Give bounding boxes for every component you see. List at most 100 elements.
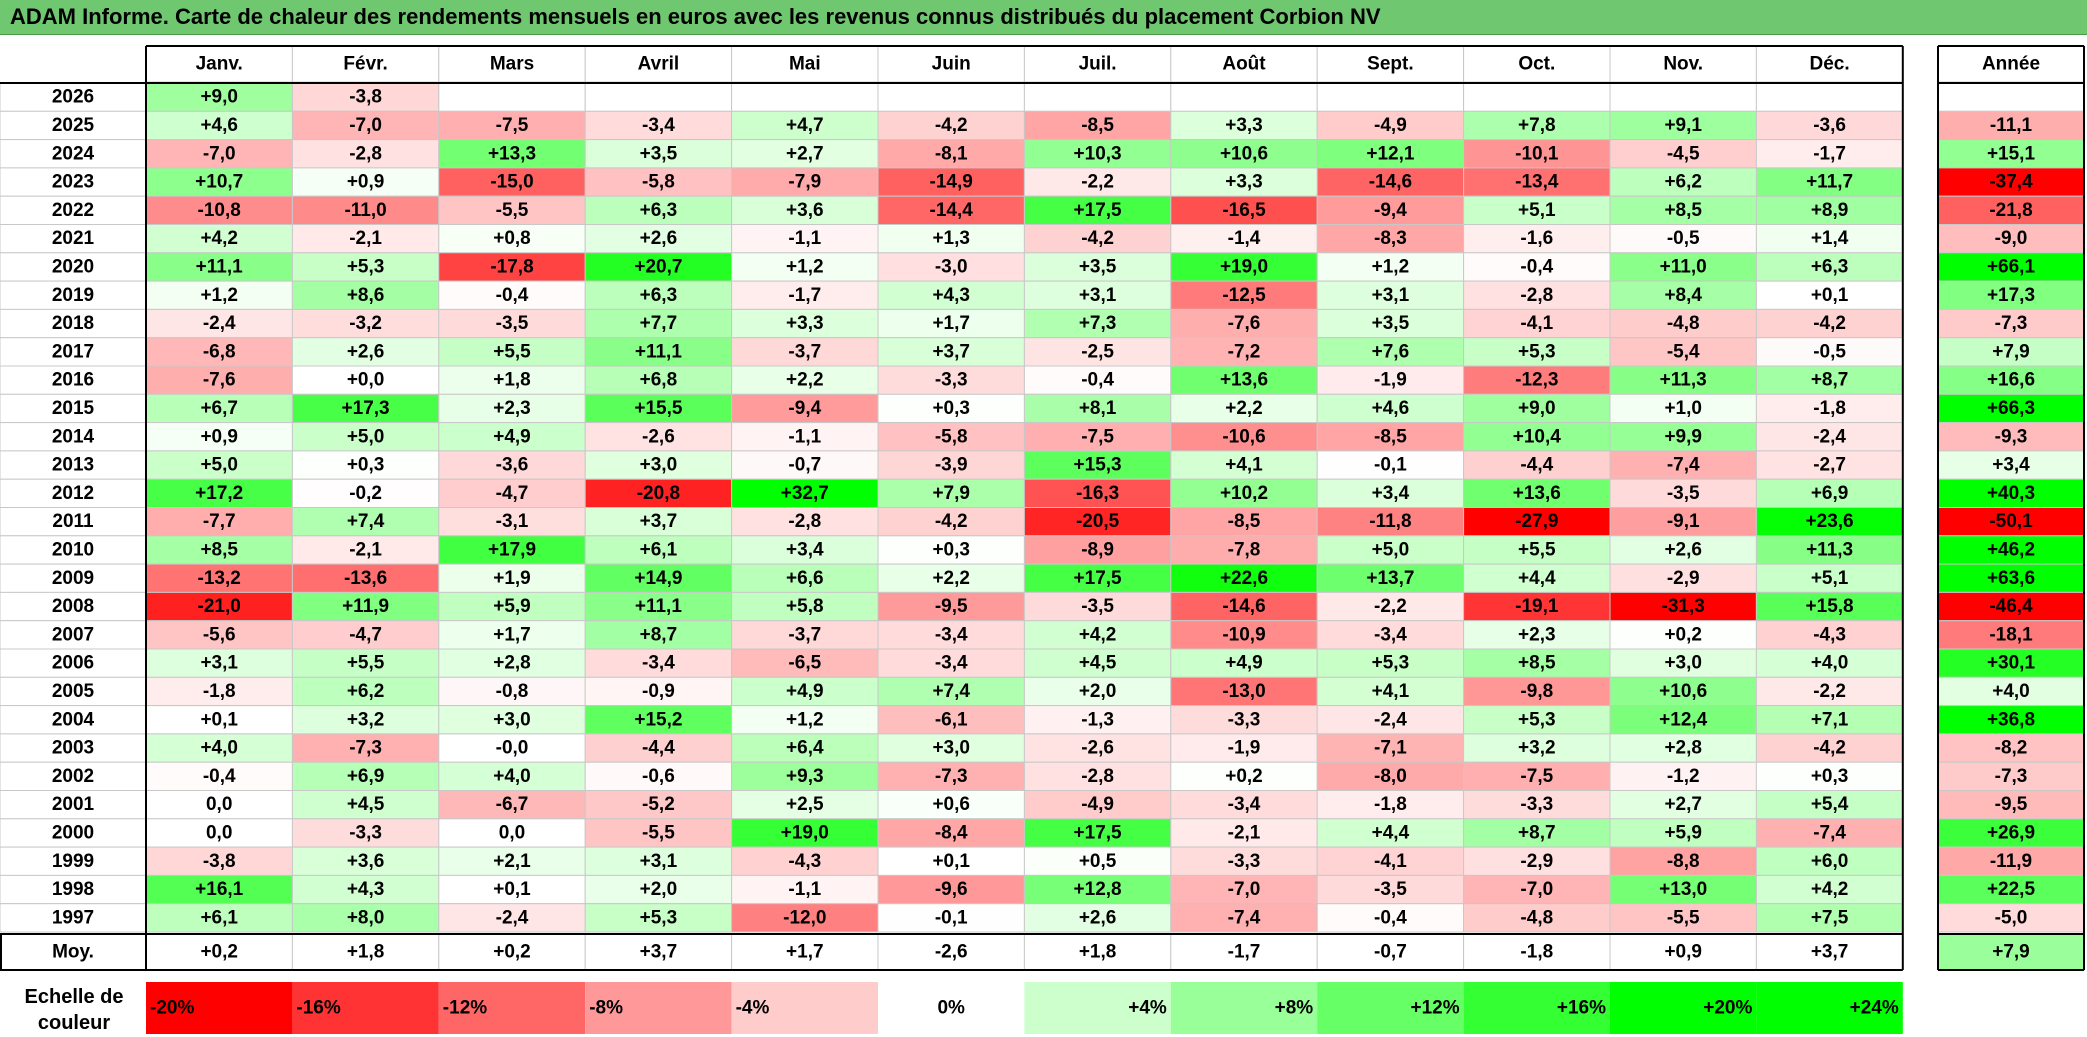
heatmap-cell: [1316, 422, 1465, 452]
heatmap-cell-value: -20,5: [1076, 511, 1120, 532]
heatmap-cell: [1609, 393, 1757, 424]
row-year-label: 2020: [52, 256, 94, 277]
heatmap-cell-value: -3,4: [935, 653, 968, 674]
heatmap-cell-value: -13,4: [1515, 172, 1559, 193]
heatmap-cell-value: +17,5: [1074, 822, 1123, 843]
heatmap-cell-value: -11,8: [1369, 511, 1411, 532]
heatmap-cell-value: +3,6: [347, 851, 385, 872]
annual-cell-value: +7,9: [1992, 341, 2030, 362]
heatmap-cell-value: -7,5: [1520, 766, 1553, 787]
heatmap-cell: [145, 478, 293, 509]
color-scale-swatch: [731, 982, 878, 1034]
heatmap-cell: [1609, 903, 1757, 933]
heatmap-cell-value: +3,5: [640, 143, 678, 164]
heatmap-cell: [731, 450, 879, 480]
heatmap-cell: [291, 648, 440, 678]
heatmap-cell-value: +8,7: [1811, 370, 1849, 391]
heatmap-cell-value: +0,3: [932, 398, 970, 419]
heatmap-cell-value: -0,7: [788, 455, 821, 476]
heatmap-cell-value: -1,8: [203, 681, 236, 702]
heatmap-cell-value: +11,1: [196, 256, 243, 277]
average-cell: [877, 933, 1025, 971]
heatmap-cell: [438, 733, 586, 763]
heatmap-cell: [584, 733, 733, 763]
annual-cell-value: +16,6: [1987, 370, 2035, 391]
color-scale-swatch: [1756, 982, 1903, 1034]
annual-cell: [1937, 733, 2085, 763]
annual-cell-value: -18,1: [1989, 624, 2033, 645]
heatmap-cell: [731, 167, 879, 197]
heatmap-cell-value: +9,0: [200, 87, 238, 108]
heatmap-cell-value: -2,8: [788, 511, 821, 532]
heatmap-cell-value: +0,9: [347, 172, 385, 193]
average-label: Moy.: [52, 942, 94, 963]
heatmap-cell-value: -3,3: [349, 822, 382, 843]
heatmap-cell-value: +0,6: [932, 794, 970, 815]
annual-cell: [1937, 450, 2085, 480]
heatmap-cell: [584, 82, 733, 112]
heatmap-cell: [291, 110, 440, 141]
heatmap-cell-value: +7,3: [1079, 313, 1117, 334]
heatmap-cell-value: +12,1: [1366, 143, 1415, 164]
annual-cell-value: +46,2: [1987, 539, 2035, 560]
annual-cell-value: +63,6: [1987, 568, 2035, 589]
heatmap-cell-value: -5,4: [1667, 341, 1700, 362]
heatmap-cell-value: +3,0: [932, 738, 970, 759]
heatmap-cell-value: +5,0: [1372, 539, 1410, 560]
heatmap-cell-value: +4,0: [200, 738, 238, 759]
heatmap-cell-value: +5,3: [1518, 341, 1556, 362]
heatmap-cell: [731, 422, 879, 452]
heatmap-cell: [145, 818, 293, 848]
heatmap-cell-value: -2,1: [1228, 822, 1261, 843]
heatmap-cell: [1023, 563, 1172, 593]
row-year-label: 2023: [52, 172, 94, 193]
heatmap-cell: [1023, 846, 1172, 876]
annual-cell: [1937, 874, 2085, 905]
heatmap-cell-value: -3,9: [935, 455, 968, 476]
heatmap-cell: [1463, 818, 1611, 848]
heatmap-cell-value: +3,6: [786, 200, 824, 221]
heatmap-cell-value: -9,4: [788, 398, 821, 419]
heatmap-cell: [1170, 591, 1318, 622]
row-year-cell: [0, 365, 147, 395]
heatmap-cell-value: +7,6: [1372, 341, 1410, 362]
heatmap-cell-value: -8,0: [1374, 766, 1407, 787]
color-scale-step-label: -16%: [296, 998, 340, 1019]
heatmap-cell-value: +0,5: [1079, 851, 1117, 872]
heatmap-cell: [1316, 591, 1465, 622]
heatmap-cell: [877, 139, 1025, 169]
color-scale-step-label: +20%: [1703, 998, 1752, 1019]
heatmap-cell-value: +2,6: [1664, 539, 1702, 560]
heatmap-cell-value: -6,5: [788, 653, 821, 674]
heatmap-cell-value: -0,5: [1667, 228, 1700, 249]
heatmap-cell-value: +5,9: [1664, 822, 1702, 843]
heatmap-cell-value: -9,6: [935, 879, 968, 900]
heatmap-cell-value: -10,1: [1515, 143, 1559, 164]
heatmap-cell: [1755, 761, 1904, 792]
heatmap-cell: [438, 167, 586, 197]
heatmap-cell-value: -4,9: [1374, 115, 1407, 136]
annual-cell-value: -46,4: [1989, 596, 2033, 617]
average-cell-value: -1,8: [1520, 942, 1553, 963]
annual-cell-value: +22,5: [1987, 879, 2036, 900]
heatmap-cell: [1609, 224, 1757, 254]
heatmap-cell-value: -3,5: [1667, 483, 1700, 504]
heatmap-cell: [1755, 790, 1904, 820]
heatmap-cell: [145, 563, 293, 593]
heatmap-cell: [1170, 110, 1318, 141]
heatmap-cell-value: +0,9: [200, 426, 238, 447]
heatmap-cell-value: -1,1: [788, 879, 821, 900]
heatmap-cell: [1170, 82, 1318, 112]
heatmap-cell: [1609, 790, 1757, 820]
heatmap-cell: [1023, 280, 1172, 310]
heatmap-cell-value: -4,4: [1520, 455, 1553, 476]
heatmap-cell: [584, 393, 733, 424]
heatmap-cell: [1023, 790, 1172, 820]
heatmap-cell: [1023, 620, 1172, 650]
heatmap-cell-value: +5,0: [200, 455, 238, 476]
row-year-label: 1999: [52, 851, 94, 872]
heatmap-cell-value: +8,6: [347, 285, 385, 306]
average-cell: [1609, 933, 1757, 971]
heatmap-cell: [877, 478, 1025, 509]
heatmap-cell-value: -2,6: [1081, 738, 1114, 759]
